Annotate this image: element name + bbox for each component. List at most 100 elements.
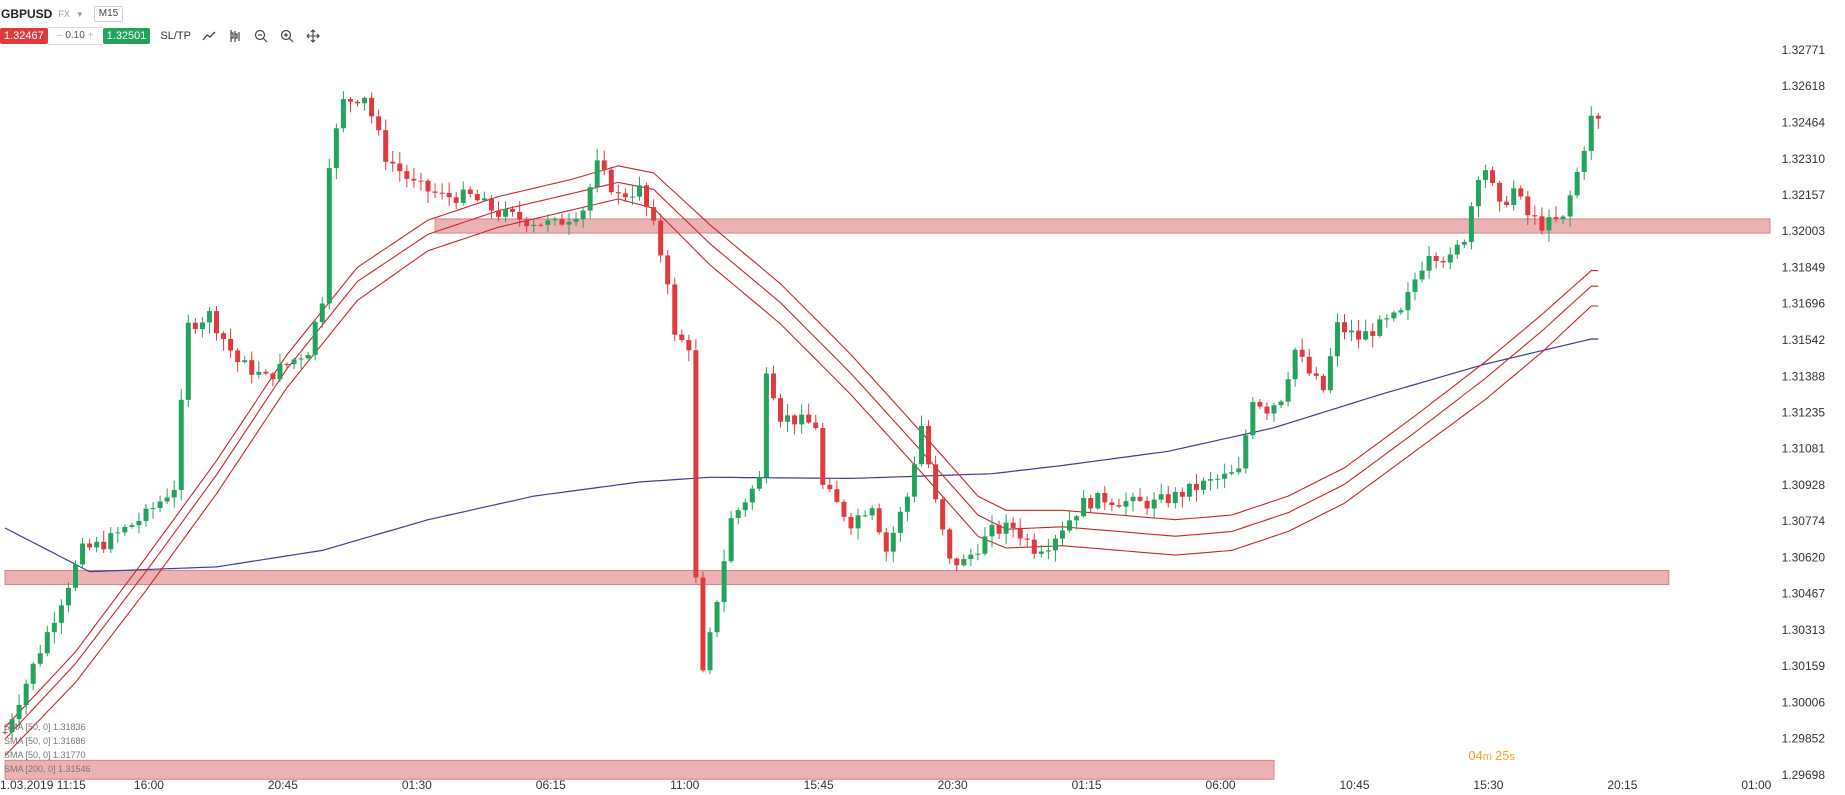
candle-body [1229, 472, 1235, 474]
candle-body [926, 425, 932, 465]
y-tick-label: 1.30159 [1782, 659, 1826, 673]
candle-body [890, 532, 896, 552]
y-tick-label: 1.32310 [1782, 152, 1826, 166]
candle-body [1405, 291, 1411, 311]
candle-body [1384, 318, 1390, 320]
candle-body [44, 632, 50, 654]
candle-body [940, 499, 946, 530]
candle-body [517, 211, 523, 220]
candle-body [594, 160, 600, 188]
candle-body [1567, 195, 1573, 217]
crosshair-icon[interactable] [305, 28, 321, 44]
candle-body [2, 732, 8, 734]
sell-button[interactable]: 1.32467 [0, 28, 48, 44]
x-tick-label: 20:45 [268, 778, 298, 792]
x-tick-label: 01:00 [1741, 778, 1771, 792]
candle-body [1595, 115, 1601, 119]
candle-body [1003, 522, 1009, 534]
candle-body [1165, 494, 1171, 504]
legend-sma-3: SMA [50, 0] 1.31770 [4, 750, 86, 760]
candle-body [770, 373, 776, 399]
candle-body [1193, 483, 1199, 490]
timeframe-select[interactable]: M15 [93, 6, 124, 22]
candle-body [143, 508, 149, 521]
quantity-value[interactable]: 0.10 [65, 30, 85, 41]
candle-body [65, 587, 71, 606]
candle-body [1504, 201, 1510, 205]
candle-body [721, 561, 727, 602]
candle-body [1370, 331, 1376, 336]
y-tick-label: 1.30620 [1782, 550, 1826, 564]
y-tick-label: 1.31696 [1782, 297, 1826, 311]
buy-button[interactable]: 1.32501 [102, 28, 151, 44]
zoom-in-icon[interactable] [279, 28, 295, 44]
x-tick-label: 10:45 [1339, 778, 1369, 792]
zone-0 [434, 218, 1771, 234]
candle-body [157, 501, 163, 508]
candle-body [1546, 217, 1552, 231]
candle-body [834, 489, 840, 502]
candle-body [1412, 279, 1418, 292]
zoom-out-icon[interactable] [253, 28, 269, 44]
y-tick-label: 1.30774 [1782, 514, 1826, 528]
candle-body [1518, 188, 1524, 197]
candle-body [982, 536, 988, 554]
candle-body [263, 371, 269, 374]
candle-body [876, 508, 882, 533]
candle-body [1151, 499, 1157, 509]
candle-body [1222, 473, 1228, 479]
candle-body [862, 515, 868, 517]
candle-body [474, 194, 480, 201]
y-tick-label: 1.30467 [1782, 587, 1826, 601]
candle-body [911, 464, 917, 497]
candle-body [178, 399, 184, 490]
candle-body [1208, 479, 1214, 481]
y-tick-label: 1.31542 [1782, 333, 1826, 347]
candle-body [919, 425, 924, 465]
chart-type-icon[interactable] [201, 28, 217, 44]
candle-body [467, 189, 473, 195]
y-tick-label: 1.31081 [1782, 442, 1826, 456]
plus-icon[interactable]: + [87, 30, 94, 41]
candle-body [665, 255, 671, 285]
zone-2 [4, 759, 1275, 780]
candle-body [51, 622, 57, 633]
indicators-icon[interactable] [227, 28, 243, 44]
candle-body [1560, 216, 1566, 220]
candle-body [453, 197, 459, 203]
candle-body [1052, 538, 1058, 551]
candle-body [101, 541, 107, 550]
candle-body [1095, 493, 1101, 509]
candle-body [566, 221, 572, 225]
candle-body [129, 525, 135, 528]
candle-body [714, 601, 720, 633]
sma-50-path-2 [4, 198, 1599, 757]
candle-body [573, 219, 579, 222]
candle-body [1172, 491, 1178, 504]
symbol-label[interactable]: GBPUSD [1, 7, 53, 21]
candle-body [1088, 497, 1094, 509]
candle-body [679, 334, 685, 341]
candle-body [1158, 494, 1164, 500]
y-tick-label: 1.32618 [1782, 79, 1826, 93]
candle-body [496, 210, 501, 217]
candle-body [249, 360, 255, 375]
candle-body [672, 284, 678, 335]
chevron-down-icon[interactable]: ▼ [75, 9, 84, 19]
candle-body [1334, 322, 1340, 357]
sltp-button[interactable]: SL/TP [160, 30, 191, 42]
candle-body [235, 350, 241, 363]
candle-body [883, 532, 889, 552]
candle-body [1024, 538, 1030, 540]
y-tick-label: 1.32771 [1782, 43, 1826, 57]
candle-body [1356, 330, 1362, 340]
candle-body [524, 219, 530, 226]
candle-body [122, 527, 128, 533]
candle-body [806, 414, 812, 423]
y-tick-label: 1.32157 [1782, 188, 1826, 202]
y-tick-label: 1.32464 [1782, 115, 1826, 129]
quantity-stepper[interactable]: –0.10 + [47, 27, 103, 45]
minus-icon[interactable]: – [56, 30, 63, 41]
candle-body [277, 364, 283, 380]
